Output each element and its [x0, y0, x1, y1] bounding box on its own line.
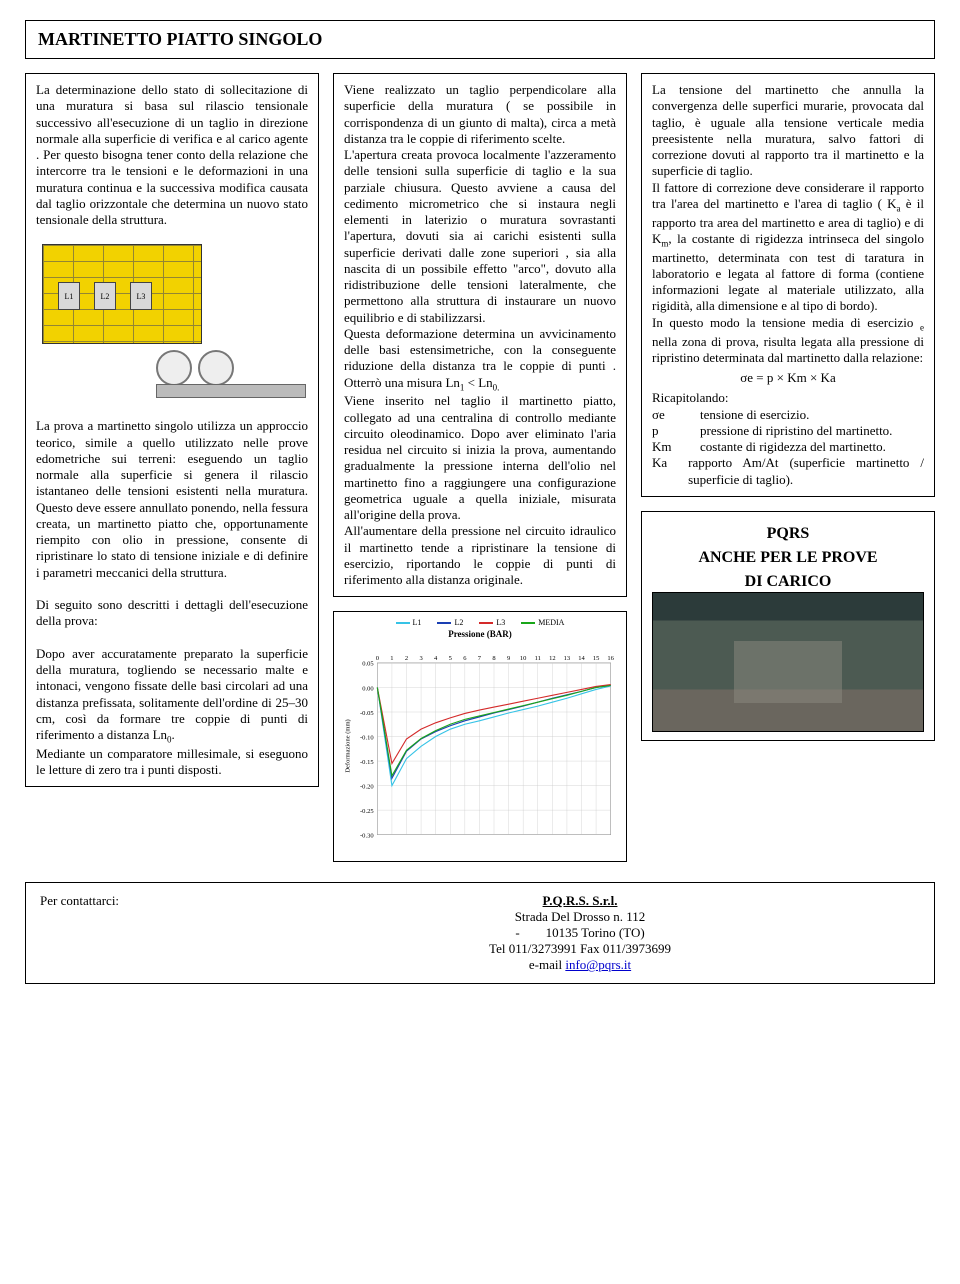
legend-item: MEDIA — [521, 618, 564, 627]
svg-text:16: 16 — [607, 655, 614, 662]
column-3: La tensione del martinetto che annulla l… — [641, 73, 935, 876]
footer: Per contattarci: P.Q.R.S. S.r.l. Strada … — [25, 882, 935, 984]
column-1: La determinazione dello stato di solleci… — [25, 73, 319, 876]
pressure-chart: L1 L2 L3 MEDIA Pressione (BAR) 0.05 0.00 -0.0… — [333, 611, 627, 862]
legend-item: L1 — [396, 618, 422, 627]
svg-text:0.05: 0.05 — [362, 661, 373, 668]
svg-text:11: 11 — [535, 655, 541, 662]
gauge-icon — [156, 350, 192, 386]
svg-text:4: 4 — [434, 655, 438, 662]
svg-text:0: 0 — [376, 655, 380, 662]
svg-text:-0.30: -0.30 — [360, 833, 374, 840]
load-test-photo — [652, 592, 924, 732]
plate-l2: L2 — [94, 282, 116, 310]
company-name: P.Q.R.S. S.r.l. — [543, 893, 618, 908]
tension-text: La tensione del martinetto che annulla l… — [652, 82, 924, 178]
page-title: MARTINETTO PIATTO SINGOLO — [38, 29, 922, 50]
promo-line3: DI CARICO — [652, 572, 924, 592]
svg-text:-0.15: -0.15 — [360, 759, 374, 766]
svg-text:13: 13 — [564, 655, 571, 662]
promo-line2: ANCHE PER LE PROVE — [652, 548, 924, 568]
proc-b: L'apertura creata provoca localmente l'a… — [344, 147, 616, 325]
intro-box: La determinazione dello stato di solleci… — [25, 73, 319, 787]
svg-text:9: 9 — [507, 655, 510, 662]
tel: Tel 011/3273991 Fax 011/3973699 — [489, 941, 671, 956]
intro-text: La determinazione dello stato di solleci… — [36, 82, 308, 227]
svg-text:10: 10 — [520, 655, 527, 662]
theory-text: La prova a martinetto singolo utilizza u… — [36, 418, 308, 579]
svg-text:3: 3 — [419, 655, 422, 662]
svg-text:5: 5 — [449, 655, 452, 662]
chart-legend: L1 L2 L3 MEDIA — [340, 618, 620, 627]
svg-text:14: 14 — [578, 655, 585, 662]
addr2: 10135 Torino (TO) — [546, 925, 645, 940]
email-label: e-mail — [529, 957, 565, 972]
svg-text:1: 1 — [390, 655, 393, 662]
footer-center: P.Q.R.S. S.r.l. Strada Del Drosso n. 112… — [240, 893, 920, 973]
title-box: MARTINETTO PIATTO SINGOLO — [25, 20, 935, 59]
svg-text:0.00: 0.00 — [362, 686, 374, 693]
proc-a: Viene realizzato un taglio perpendicolar… — [344, 82, 616, 146]
footer-left: Per contattarci: — [40, 893, 240, 973]
details-intro: Di seguito sono descritti i dettagli del… — [36, 597, 308, 628]
email-link[interactable]: info@pqrs.it — [565, 957, 631, 972]
svg-text:7: 7 — [478, 655, 482, 662]
legend-item: L3 — [479, 618, 505, 627]
recap-label: Ricapitolando: — [652, 390, 729, 405]
svg-text:-0.05: -0.05 — [360, 710, 374, 717]
plate-l3: L3 — [130, 282, 152, 310]
comparator-text: Mediante un comparatore millesimale, si … — [36, 746, 308, 777]
svg-text:8: 8 — [492, 655, 496, 662]
correction-box: La tensione del martinetto che annulla l… — [641, 73, 935, 497]
procedure-box: Viene realizzato un taglio perpendicolar… — [333, 73, 627, 597]
column-2: Viene realizzato un taglio perpendicolar… — [333, 73, 627, 876]
svg-text:-0.20: -0.20 — [360, 784, 374, 791]
proc-e: All'aumentare della pressione nel circui… — [344, 523, 616, 587]
promo-box: PQRS ANCHE PER LE PROVE DI CARICO — [641, 511, 935, 741]
svg-text:15: 15 — [593, 655, 600, 662]
addr1: Strada Del Drosso n. 112 — [515, 909, 646, 924]
svg-text:12: 12 — [549, 655, 556, 662]
legend-item: L2 — [437, 618, 463, 627]
chart-title: Pressione (BAR) — [340, 629, 620, 639]
proc-d: Viene inserito nel taglio il martinetto … — [344, 393, 616, 522]
svg-text:Deformazione (mm): Deformazione (mm) — [344, 720, 351, 773]
promo-title: PQRS — [652, 524, 924, 544]
gauge-icon — [198, 350, 234, 386]
svg-text:2: 2 — [405, 655, 408, 662]
svg-text:-0.25: -0.25 — [360, 808, 374, 815]
formula: σe = p × Km × Ka — [652, 370, 924, 386]
plate-l1: L1 — [58, 282, 80, 310]
svg-text:6: 6 — [463, 655, 467, 662]
chart-svg: 0.05 0.00 -0.05 -0.10 -0.15 -0.20 -0.25 -0.30 0 1… — [340, 641, 620, 851]
svg-text:-0.10: -0.10 — [360, 735, 374, 742]
instrument-illustration: L1 L2 L3 — [36, 238, 308, 408]
